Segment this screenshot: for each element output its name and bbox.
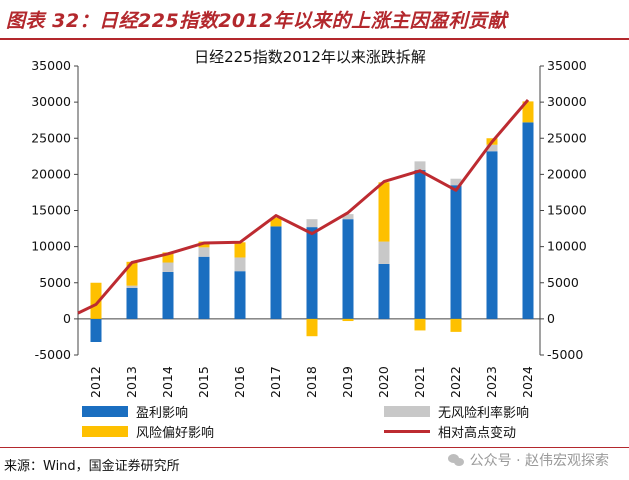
y-tick-label-right: 0 [547,311,555,326]
x-tick-label: 2015 [196,366,211,398]
x-tick-label: 2014 [160,366,175,398]
bar-segment [450,318,462,332]
y-tick-label-left: 35000 [31,58,71,73]
bar-segment [234,242,246,258]
bar-segment [342,219,354,319]
bar-segment [234,271,246,319]
y-tick-label-left: 25000 [31,130,71,145]
source-note: 来源：Wind，国金证券研究所 [4,459,180,474]
watermark: 公众号 · 赵伟宏观探索 [447,450,609,470]
y-tick-label-right: 30000 [547,94,587,109]
y-tick-label-left: 0 [63,311,71,326]
chart-canvas: 日经225指数2012年以来涨跌拆解 -5000 -5000 0 0 5000 5000 1… [31,48,587,398]
legend-swatch-line [384,430,430,433]
x-tick-label: 2021 [412,366,427,398]
x-tick-label: 2012 [88,366,103,398]
legend-swatch-riskpremium [82,426,128,437]
legend-label-earnings: 盈利影响 [136,406,189,421]
x-tick-label: 2022 [448,366,463,398]
x-tick-label: 2019 [340,366,355,398]
y-tick-label-right: 5000 [547,275,579,290]
bar-segment [378,182,390,242]
bar-segment [450,178,462,186]
relative-high-line [77,98,530,315]
y-tick-label-left: 15000 [31,203,71,218]
y-tick-label-left: -5000 [35,347,71,362]
x-tick-label: 2023 [484,366,499,398]
bar-segment [198,256,210,319]
bar-segment [126,285,138,288]
chart-title: 日经225指数2012年以来涨跌拆解 [194,48,426,66]
bar-segment [414,170,426,319]
y-tick-label-left: 30000 [31,94,71,109]
bar-segment [342,214,354,220]
x-tick-label: 2017 [268,366,283,398]
x-tick-label: 2024 [520,366,535,398]
y-tick-label-right: -5000 [547,347,583,362]
bar-segment [378,241,390,264]
bar-segment [90,282,102,319]
y-tick-label-right: 15000 [547,203,587,218]
figure-title: 图表 32：日经225指数2012年以来的上涨主因盈利贡献 [6,10,508,32]
legend-swatch-earnings [82,406,128,417]
bar-segment [270,226,282,319]
x-tick-label: 2020 [376,366,391,398]
x-tick-label: 2013 [124,366,139,398]
bar-segment [162,262,174,272]
bar-segment [126,287,138,319]
bar-segment [306,227,318,319]
bar-segment [450,185,462,319]
bar-segment [234,257,246,272]
legend-earnings: 盈利影响 [82,402,188,421]
legend-label-riskpremium: 风险偏好影响 [136,426,215,441]
y-tick-label-right: 10000 [547,239,587,254]
bar-segment [90,318,102,342]
watermark-text: 公众号 · 赵伟宏观探索 [469,453,609,469]
bar-segment [270,217,282,227]
bar-segment [306,219,318,228]
bar-segment [306,318,318,337]
bar-segment [522,122,534,319]
y-tick-label-left: 20000 [31,166,71,181]
x-tick-label: 2018 [304,366,319,398]
bar-segment [414,318,426,331]
legend-label-riskfree: 无风险利率影响 [438,406,530,421]
title-divider [0,38,629,40]
bar-segment [126,261,138,286]
legend-riskpremium: 风险偏好影响 [82,422,214,441]
y-tick-label-left: 5000 [39,275,71,290]
y-tick-label-right: 35000 [547,58,587,73]
bar-segment [162,271,174,319]
wechat-icon [447,453,464,467]
legend-swatch-riskfree [384,406,430,417]
bar-segment [342,318,354,322]
bar-segment [414,161,426,171]
bar-segment [522,101,534,123]
legend-label-relative-high: 相对高点变动 [438,426,517,441]
y-tick-label-left: 10000 [31,239,71,254]
bar-segment [486,151,498,319]
x-tick-label: 2016 [232,366,247,398]
bar-segment [378,263,390,319]
y-tick-label-right: 25000 [547,130,587,145]
bar-segment [162,252,174,263]
legend-relative-high: 相对高点变动 [384,422,516,441]
legend-riskfree: 无风险利率影响 [384,402,529,421]
bar-segment [198,247,210,257]
y-tick-label-right: 20000 [547,166,587,181]
bar-segment [486,144,498,152]
footer-divider [0,447,629,448]
